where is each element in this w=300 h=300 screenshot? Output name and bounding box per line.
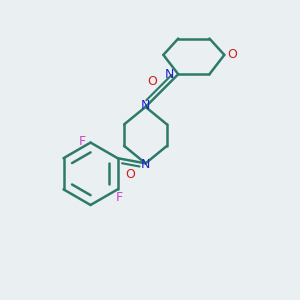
Text: N: N [141,99,150,112]
Text: F: F [116,191,123,204]
Text: O: O [148,75,158,88]
Text: N: N [141,158,150,171]
Text: N: N [165,68,175,81]
Text: F: F [79,136,86,148]
Text: O: O [228,48,238,62]
Text: O: O [126,168,136,181]
